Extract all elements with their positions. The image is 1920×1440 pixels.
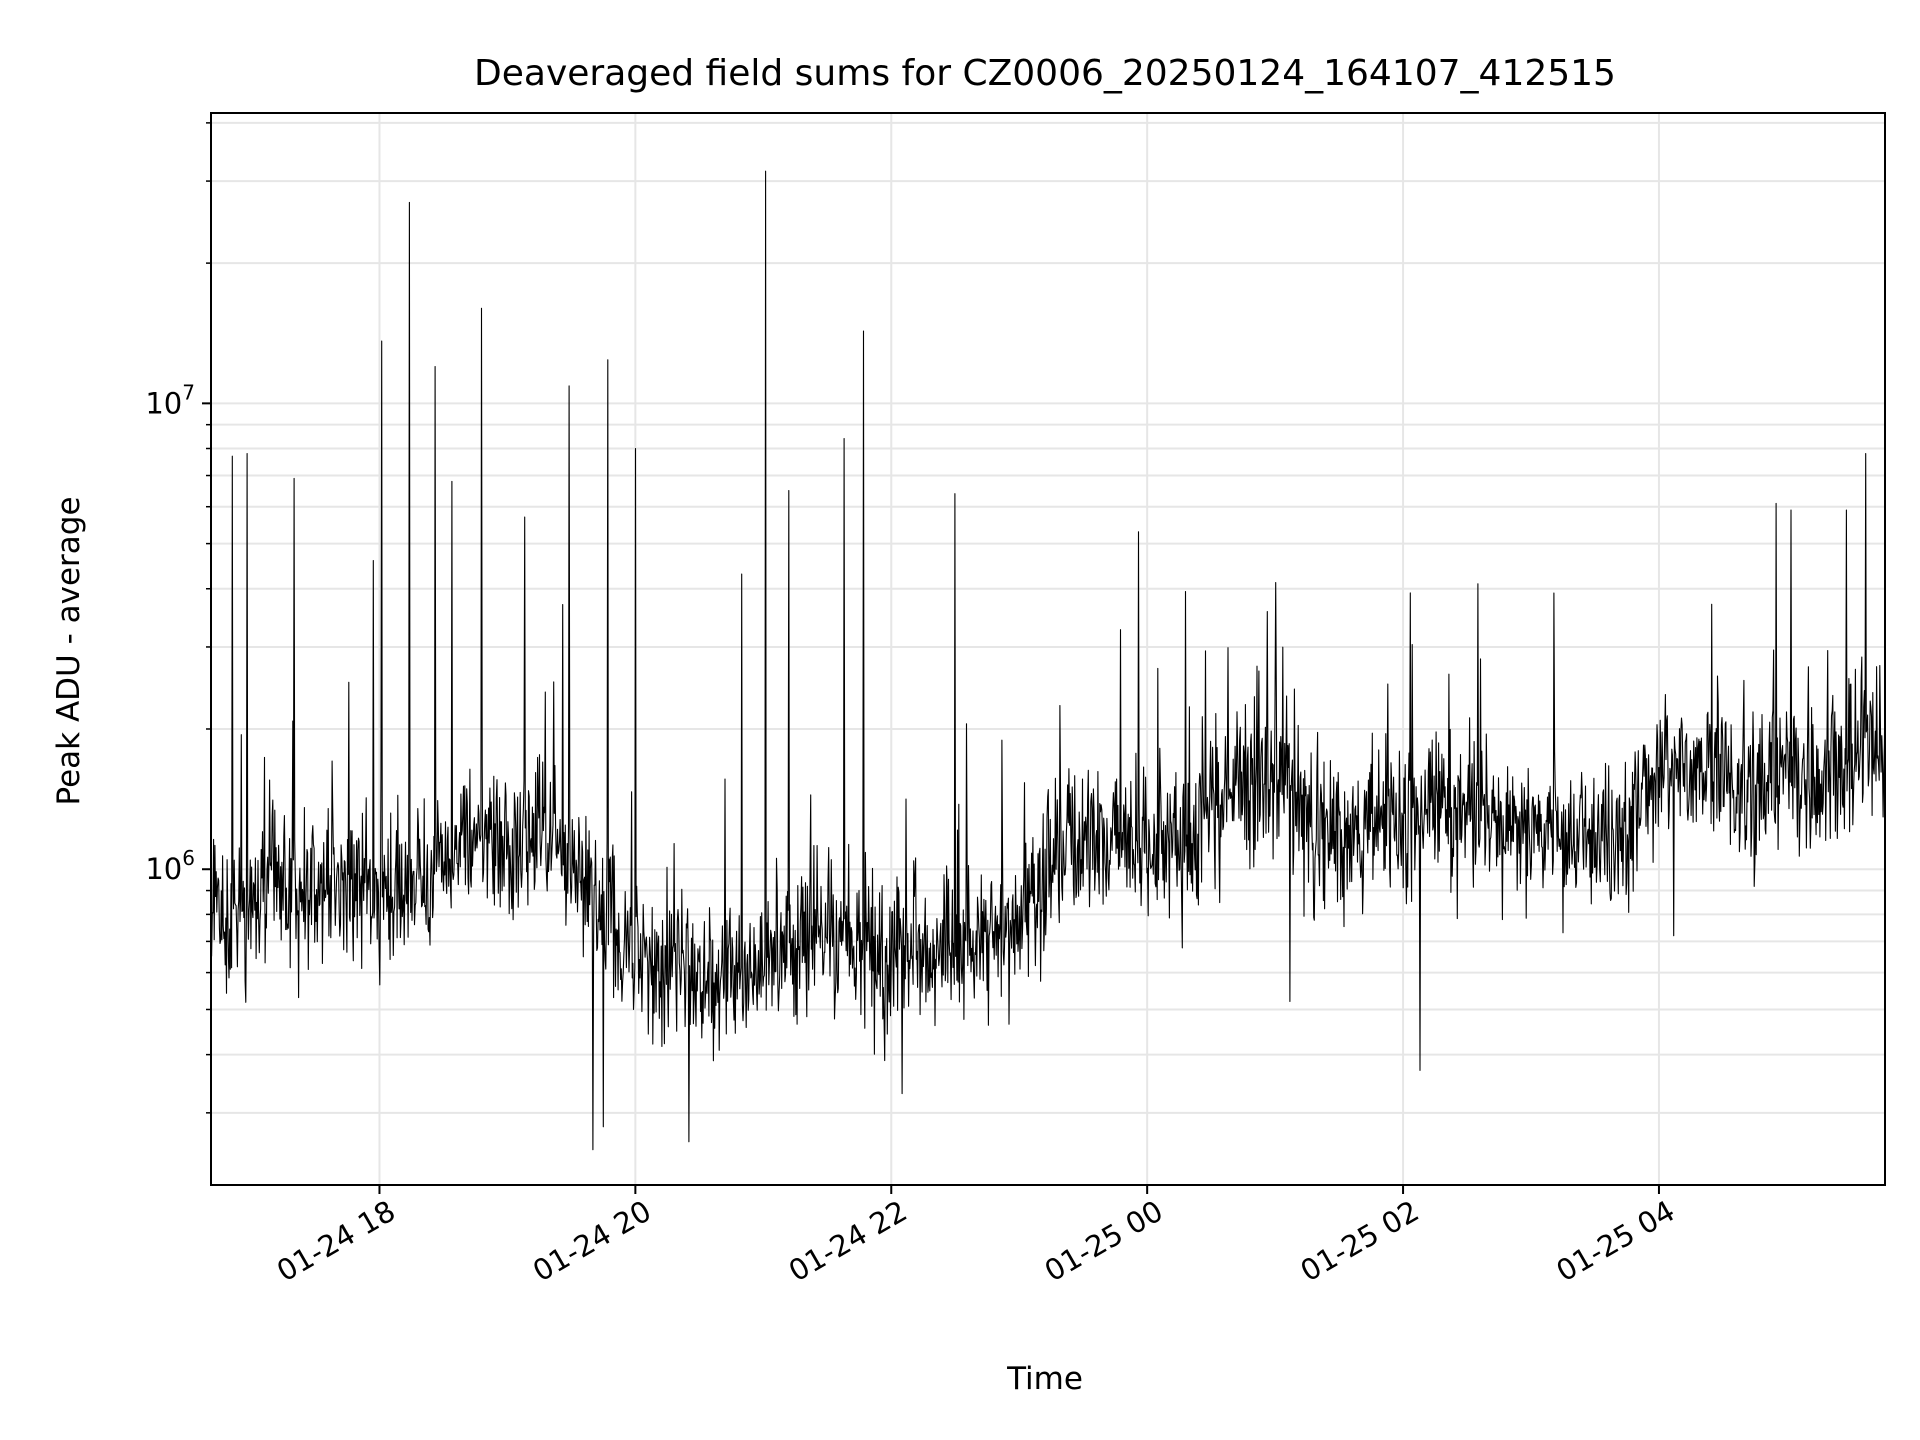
y-tick-label: 107	[145, 380, 195, 420]
series-line	[210, 170, 1886, 1151]
x-tick-label: 01-25 00	[1039, 1194, 1169, 1289]
plot-frame	[210, 112, 1886, 1186]
chart-title: Deaveraged field sums for CZ0006_2025012…	[474, 53, 1616, 94]
x-tick-label: 01-24 22	[783, 1194, 913, 1289]
x-tick-label: 01-24 18	[271, 1194, 401, 1289]
x-axis-label: Time	[1006, 1361, 1083, 1397]
x-tick-label: 01-24 20	[527, 1194, 657, 1289]
x-tick-label: 01-25 02	[1295, 1194, 1425, 1289]
y-axis-label: Peak ADU - average	[51, 496, 87, 805]
x-tick-label: 01-25 04	[1551, 1194, 1681, 1289]
plot-area	[210, 170, 1886, 1151]
grid	[211, 113, 1885, 1185]
y-tick-label: 106	[145, 846, 195, 886]
